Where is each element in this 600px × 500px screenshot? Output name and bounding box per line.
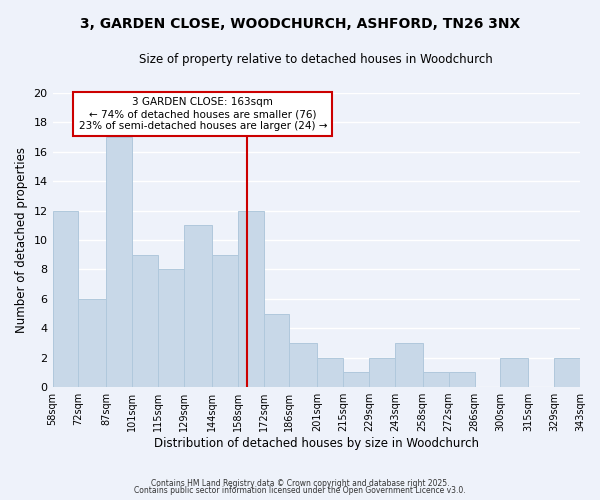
Bar (238, 210, 263, 387)
Text: Contains HM Land Registry data © Crown copyright and database right 2025.: Contains HM Land Registry data © Crown c… (151, 478, 449, 488)
Bar (289, 343, 317, 387)
Text: Contains public sector information licensed under the Open Government Licence v3: Contains public sector information licen… (134, 486, 466, 495)
Bar (53, 210, 79, 387)
Bar (422, 372, 449, 387)
Bar (184, 226, 212, 387)
Text: 3, GARDEN CLOSE, WOODCHURCH, ASHFORD, TN26 3NX: 3, GARDEN CLOSE, WOODCHURCH, ASHFORD, TN… (80, 18, 520, 32)
Title: Size of property relative to detached houses in Woodchurch: Size of property relative to detached ho… (139, 52, 493, 66)
Bar (158, 270, 184, 387)
Bar (212, 255, 238, 387)
Bar (449, 372, 475, 387)
Bar (317, 358, 343, 387)
Bar (395, 343, 422, 387)
Bar (106, 137, 132, 387)
Bar (369, 358, 395, 387)
Bar (79, 299, 106, 387)
Bar (132, 255, 158, 387)
Y-axis label: Number of detached properties: Number of detached properties (15, 147, 28, 333)
Bar (500, 358, 528, 387)
Text: 3 GARDEN CLOSE: 163sqm
← 74% of detached houses are smaller (76)
23% of semi-det: 3 GARDEN CLOSE: 163sqm ← 74% of detached… (79, 98, 327, 130)
Bar (263, 314, 289, 387)
Bar (554, 358, 580, 387)
X-axis label: Distribution of detached houses by size in Woodchurch: Distribution of detached houses by size … (154, 437, 479, 450)
Bar (343, 372, 369, 387)
